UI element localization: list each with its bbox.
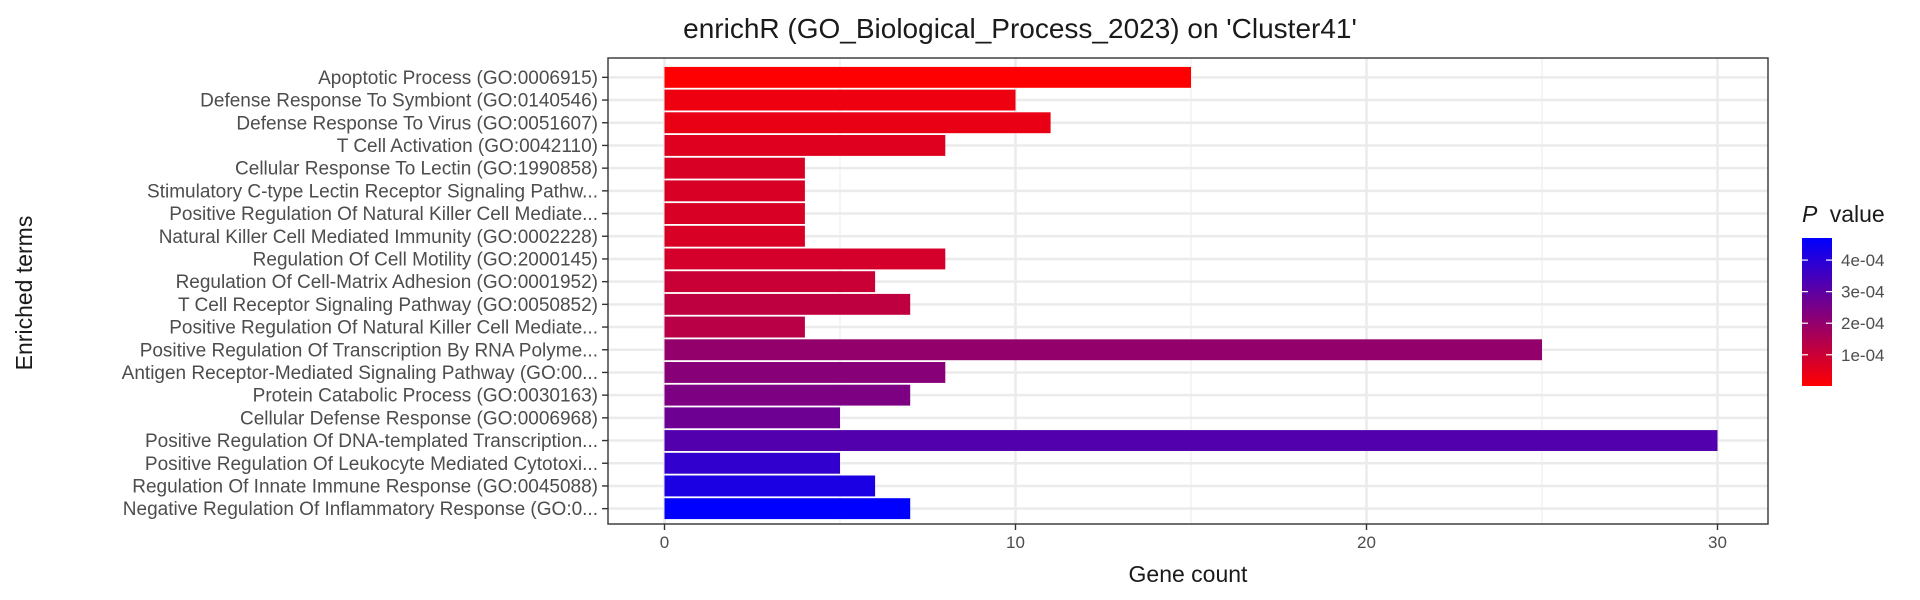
- bar: [664, 112, 1051, 134]
- bar: [664, 430, 1718, 451]
- bar: [664, 316, 805, 338]
- bar: [664, 271, 876, 293]
- term-label: Apoptotic Process (GO:0006915): [318, 68, 598, 89]
- legend-tick-label: 1e-04: [1841, 346, 1884, 365]
- term-label: Positive Regulation Of Natural Killer Ce…: [169, 318, 598, 339]
- legend-title: P value: [1802, 201, 1885, 227]
- legend-title-symbol: P: [1802, 201, 1818, 227]
- bar: [664, 203, 805, 224]
- legend-tick-label: 2e-04: [1841, 314, 1884, 333]
- x-axis-title: Gene count: [1129, 561, 1249, 587]
- term-label: Defense Response To Virus (GO:0051607): [236, 113, 598, 134]
- bar: [664, 475, 876, 497]
- x-tick-label: 10: [1006, 533, 1025, 552]
- bar: [664, 135, 946, 156]
- bar: [664, 66, 1191, 88]
- legend-tick-label: 4e-04: [1841, 251, 1884, 270]
- term-label: Protein Catabolic Process (GO:0030163): [253, 386, 598, 407]
- term-label: Regulation Of Cell-Matrix Adhesion (GO:0…: [176, 272, 598, 293]
- term-label: Positive Regulation Of Leukocyte Mediate…: [145, 454, 598, 475]
- bar: [664, 248, 946, 270]
- term-label: Cellular Defense Response (GO:0006968): [240, 408, 598, 429]
- bar: [664, 362, 946, 383]
- chart-title: enrichR (GO_Biological_Process_2023) on …: [683, 13, 1357, 44]
- legend-title-text: value: [1830, 201, 1885, 227]
- bar: [664, 180, 805, 202]
- y-axis-title: Enriched terms: [11, 216, 37, 371]
- bar: [664, 407, 840, 429]
- bar: [664, 225, 805, 247]
- bar: [664, 498, 911, 520]
- bar-series: [664, 66, 1718, 520]
- bar: [664, 157, 805, 179]
- term-label: Regulation Of Cell Motility (GO:2000145): [253, 249, 598, 270]
- y-axis-ticks: Apoptotic Process (GO:0006915)Defense Re…: [122, 68, 608, 520]
- term-label: Natural Killer Cell Mediated Immunity (G…: [159, 227, 598, 248]
- x-axis-ticks: 0 10 20 30: [660, 524, 1727, 552]
- term-label: Positive Regulation Of DNA-templated Tra…: [145, 431, 598, 452]
- term-label: Stimulatory C-type Lectin Receptor Signa…: [147, 181, 598, 202]
- term-label: Negative Regulation Of Inflammatory Resp…: [123, 499, 598, 520]
- term-label: Regulation Of Innate Immune Response (GO…: [132, 476, 598, 497]
- term-label: Antigen Receptor-Mediated Signaling Path…: [122, 363, 598, 384]
- bar: [664, 339, 1542, 361]
- legend-colorbar: [1802, 238, 1832, 386]
- term-label: Positive Regulation Of Natural Killer Ce…: [169, 204, 598, 225]
- bar: [664, 89, 1016, 111]
- legend-tick-label: 3e-04: [1841, 283, 1884, 302]
- bar: [664, 452, 840, 474]
- p-value-legend: P value 1e-04 2e-04 3e-04 4e-04: [1802, 201, 1885, 386]
- bar: [664, 293, 911, 315]
- plot-panel-border: [607, 57, 1769, 525]
- x-tick-label: 0: [660, 533, 669, 552]
- term-label: T Cell Activation (GO:0042110): [337, 136, 598, 157]
- bar: [664, 384, 911, 406]
- legend-ticks: 1e-04 2e-04 3e-04 4e-04: [1802, 251, 1884, 365]
- term-label: Cellular Response To Lectin (GO:1990858): [235, 159, 598, 180]
- x-tick-label: 20: [1357, 533, 1376, 552]
- x-tick-label: 30: [1708, 533, 1727, 552]
- term-label: Positive Regulation Of Transcription By …: [140, 340, 598, 361]
- term-label: T Cell Receptor Signaling Pathway (GO:00…: [178, 295, 598, 316]
- term-label: Defense Response To Symbiont (GO:0140546…: [200, 91, 598, 112]
